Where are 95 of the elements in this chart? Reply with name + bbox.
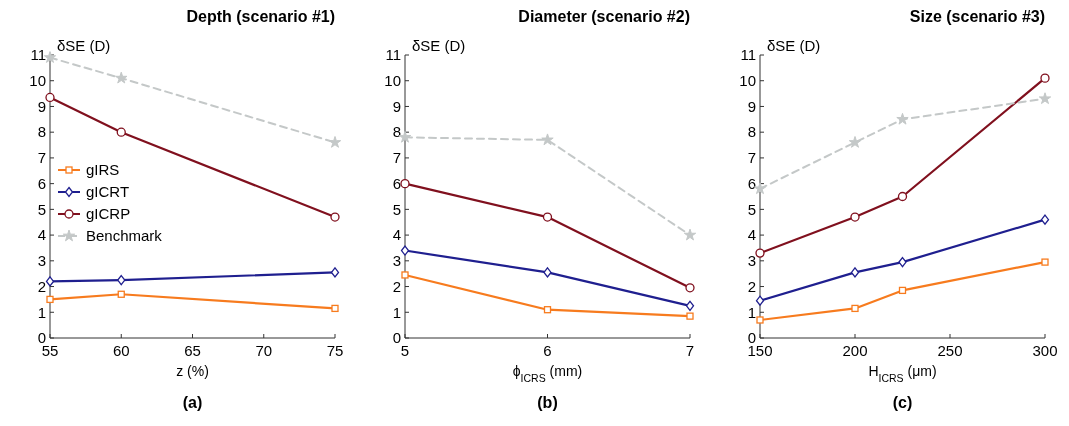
- y-tick-label: 1: [392, 303, 401, 321]
- point: [683, 228, 697, 241]
- x-tick-label: 300: [1032, 342, 1058, 359]
- chart-title: Depth (scenario #1): [186, 8, 335, 25]
- point: [1040, 214, 1050, 225]
- point: [756, 316, 764, 324]
- point: [45, 276, 55, 287]
- y-tick-label: 10: [29, 71, 46, 89]
- y-tick-label: 3: [37, 252, 46, 270]
- point: [543, 267, 552, 278]
- y-tick-label: 11: [740, 46, 756, 64]
- y-tick-label: 4: [747, 226, 756, 244]
- point: [685, 283, 695, 293]
- point: [400, 178, 410, 189]
- legend-label: gICRP: [86, 205, 131, 223]
- point: [850, 212, 860, 222]
- y-tick-label: 6: [392, 174, 401, 192]
- point: [896, 112, 909, 125]
- y-tick-label: 8: [392, 123, 401, 141]
- point: [1038, 92, 1052, 105]
- y-tick-label: 4: [392, 226, 401, 244]
- point: [898, 286, 907, 295]
- y-tick-label: 6: [747, 174, 756, 192]
- point: [400, 245, 410, 256]
- x-axis-title: ϕ$_{ICRS}$ (mm): [512, 363, 583, 384]
- y-axis-title: δSE (D): [57, 37, 111, 54]
- chart-title: Diameter (scenario #2): [518, 8, 690, 25]
- x-tick-label: 65: [184, 342, 201, 359]
- x-tick-label: 70: [255, 342, 273, 359]
- point: [1041, 258, 1049, 266]
- y-tick-label: 3: [747, 252, 756, 270]
- chart-title: Size (scenario #3): [909, 8, 1045, 25]
- y-tick-label: 1: [747, 303, 756, 321]
- x-tick-label: 6: [543, 342, 552, 359]
- point: [45, 92, 55, 103]
- y-tick-label: 2: [747, 277, 756, 295]
- y-tick-label: 5: [392, 200, 401, 218]
- point: [117, 290, 125, 298]
- x-tick-label: 60: [112, 342, 130, 359]
- text: (b): [537, 394, 558, 411]
- x-tick-label: 7: [685, 342, 695, 359]
- point: [850, 267, 860, 278]
- text: (c): [892, 394, 913, 411]
- text: (a): [182, 394, 203, 411]
- point: [117, 274, 126, 286]
- y-tick-label: 11: [30, 46, 46, 64]
- y-tick-label: 5: [747, 200, 756, 218]
- x-tick-label: 75: [326, 342, 344, 359]
- point: [115, 71, 128, 84]
- point: [686, 312, 694, 320]
- y-tick-label: 10: [384, 71, 401, 89]
- point: [848, 136, 862, 148]
- y-axis-title: δSE (D): [767, 37, 821, 54]
- y-tick-label: 4: [37, 226, 46, 244]
- legend-label: gICRT: [86, 183, 130, 201]
- legend-label: Benchmark: [86, 227, 163, 245]
- point: [330, 267, 340, 278]
- point: [331, 304, 339, 313]
- point: [116, 127, 126, 137]
- point: [755, 295, 765, 306]
- y-tick-label: 7: [747, 149, 756, 167]
- point: [543, 306, 552, 314]
- y-tick-label: 8: [37, 123, 46, 141]
- y-tick-label: 7: [392, 149, 401, 167]
- point: [685, 300, 695, 311]
- x-axis-title: H$_{ICRS}$ (μm): [868, 363, 937, 384]
- y-tick-label: 5: [37, 200, 46, 218]
- point: [1040, 73, 1050, 83]
- y-tick-label: 10: [739, 71, 756, 89]
- y-tick-label: 8: [747, 123, 756, 141]
- point: [898, 256, 907, 268]
- y-tick-label: 9: [747, 97, 756, 115]
- y-tick-label: 3: [392, 252, 401, 270]
- y-tick-label: 9: [37, 97, 46, 115]
- y-tick-label: 11: [385, 46, 401, 64]
- point: [401, 271, 409, 279]
- y-tick-label: 7: [37, 149, 46, 167]
- point: [851, 304, 859, 313]
- point: [46, 295, 54, 304]
- y-tick-label: 1: [37, 303, 46, 321]
- point: [755, 248, 765, 258]
- point: [330, 212, 340, 222]
- legend-label: gIRS: [86, 161, 120, 179]
- y-axis-title: δSE (D): [412, 37, 466, 54]
- point: [542, 212, 553, 222]
- y-tick-label: 2: [37, 277, 46, 295]
- x-axis-title: z (%): [176, 363, 209, 379]
- point: [541, 133, 554, 146]
- x-tick-label: 250: [937, 342, 963, 359]
- y-tick-label: 2: [392, 277, 401, 295]
- y-tick-label: 0: [392, 329, 401, 347]
- point: [897, 191, 908, 202]
- x-tick-label: 200: [842, 342, 868, 359]
- y-tick-label: 6: [37, 174, 46, 192]
- y-tick-label: 9: [392, 97, 401, 115]
